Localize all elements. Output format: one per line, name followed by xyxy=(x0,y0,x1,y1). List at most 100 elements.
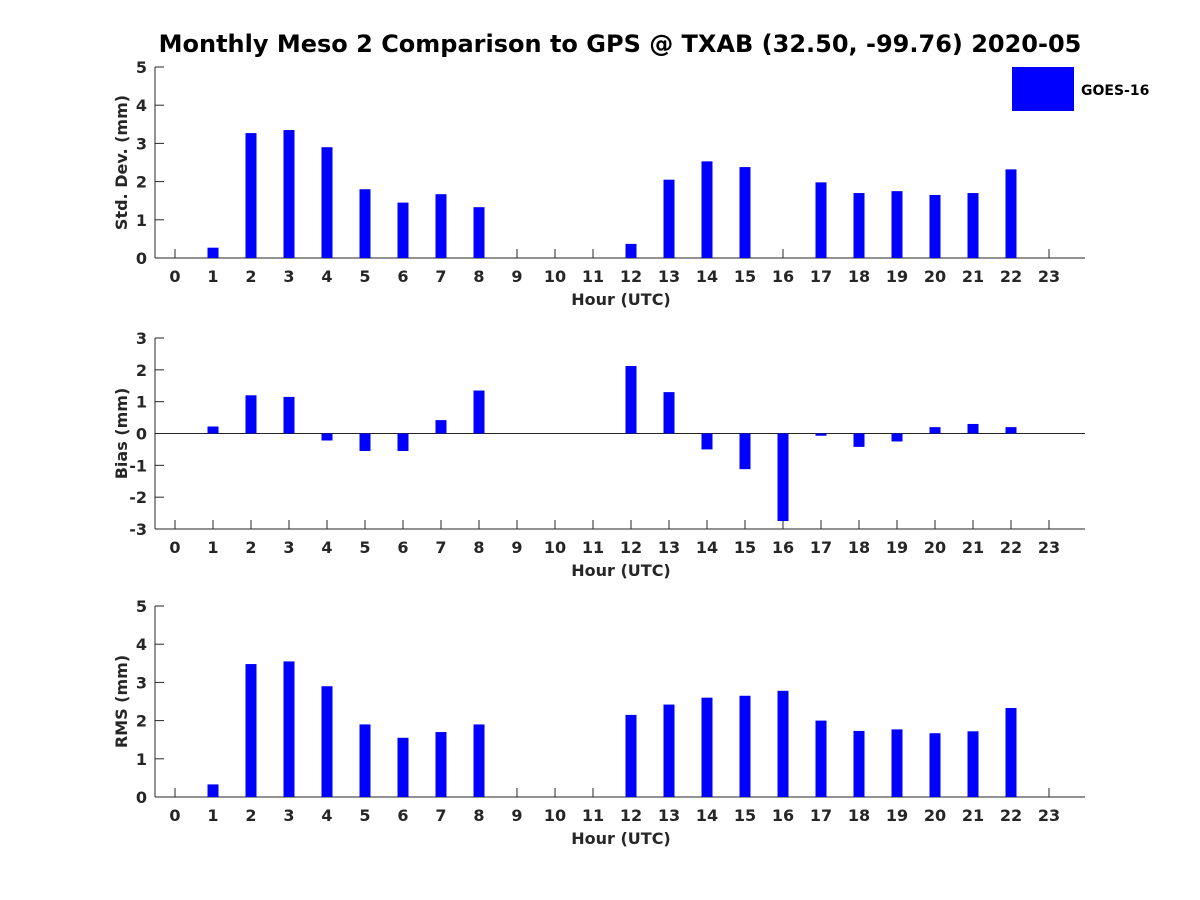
x-tick-label: 9 xyxy=(511,267,522,286)
bar-hour-3 xyxy=(283,396,295,434)
bar-hour-13 xyxy=(663,392,675,434)
bar-hour-19 xyxy=(891,191,903,258)
bar-hour-5 xyxy=(359,189,371,258)
bar-hour-16 xyxy=(777,433,789,522)
bar-hour-8 xyxy=(473,390,485,434)
bar-hour-21 xyxy=(967,193,979,258)
x-tick-label: 0 xyxy=(169,806,180,825)
y-tick-label: 0 xyxy=(136,249,147,268)
legend: GOES-16 xyxy=(1012,67,1149,111)
bar-hour-21 xyxy=(967,423,979,434)
x-axis-label: Hour (UTC) xyxy=(571,829,671,848)
bar-hour-15 xyxy=(739,167,751,258)
x-tick-label: 19 xyxy=(886,806,908,825)
x-tick-label: 16 xyxy=(772,267,794,286)
x-tick-label: 9 xyxy=(511,806,522,825)
x-tick-label: 22 xyxy=(1000,267,1022,286)
y-tick-label: 1 xyxy=(136,211,147,230)
x-tick-label: 23 xyxy=(1038,806,1060,825)
x-tick-label: 21 xyxy=(962,538,984,557)
y-tick-label: -1 xyxy=(129,456,147,475)
x-tick-label: 10 xyxy=(544,538,566,557)
x-tick-label: 18 xyxy=(848,267,870,286)
bar-hour-15 xyxy=(739,433,751,470)
x-tick-label: 13 xyxy=(658,806,680,825)
x-tick-label: 15 xyxy=(734,538,756,557)
bar-hour-5 xyxy=(359,433,371,452)
y-tick-label: 3 xyxy=(136,134,147,153)
bar-hour-2 xyxy=(245,395,257,434)
y-tick-label: 5 xyxy=(136,597,147,616)
bar-hour-17 xyxy=(815,433,827,436)
x-tick-label: 14 xyxy=(696,267,718,286)
bar-hour-2 xyxy=(245,133,257,258)
y-axis-label: RMS (mm) xyxy=(112,655,131,748)
bar-hour-12 xyxy=(625,366,637,434)
bar-hour-20 xyxy=(929,194,941,258)
bar-hour-22 xyxy=(1005,427,1017,434)
x-tick-label: 2 xyxy=(245,538,256,557)
bar-hour-8 xyxy=(473,207,485,258)
bar-hour-20 xyxy=(929,427,941,434)
y-tick-label: 3 xyxy=(136,329,147,348)
bar-hour-3 xyxy=(283,661,295,797)
bar-hour-12 xyxy=(625,243,637,258)
bar-hour-12 xyxy=(625,714,637,797)
bar-hour-21 xyxy=(967,731,979,797)
x-tick-label: 3 xyxy=(283,806,294,825)
bar-hour-16 xyxy=(777,690,789,797)
x-tick-label: 20 xyxy=(924,806,946,825)
x-tick-label: 6 xyxy=(397,806,408,825)
bar-hour-7 xyxy=(435,420,447,434)
bar-hour-6 xyxy=(397,202,409,258)
x-tick-label: 12 xyxy=(620,806,642,825)
y-tick-label: 4 xyxy=(136,635,147,654)
x-tick-label: 7 xyxy=(435,806,446,825)
bar-hour-1 xyxy=(207,784,219,797)
x-tick-label: 8 xyxy=(473,806,484,825)
x-tick-label: 23 xyxy=(1038,538,1060,557)
bar-hour-18 xyxy=(853,433,865,447)
x-tick-label: 6 xyxy=(397,267,408,286)
y-tick-label: -2 xyxy=(129,488,147,507)
bar-hour-22 xyxy=(1005,169,1017,258)
x-tick-label: 2 xyxy=(245,806,256,825)
x-tick-label: 15 xyxy=(734,267,756,286)
x-tick-label: 5 xyxy=(359,806,370,825)
x-axis-label: Hour (UTC) xyxy=(571,290,671,309)
y-tick-label: 0 xyxy=(136,425,147,444)
bar-hour-14 xyxy=(701,433,713,450)
bar-hour-3 xyxy=(283,130,295,258)
x-tick-label: 10 xyxy=(544,267,566,286)
x-tick-label: 20 xyxy=(924,538,946,557)
bar-hour-13 xyxy=(663,704,675,797)
bar-hour-20 xyxy=(929,733,941,797)
x-tick-label: 2 xyxy=(245,267,256,286)
x-tick-label: 3 xyxy=(283,538,294,557)
y-tick-label: 1 xyxy=(136,750,147,769)
y-tick-label: 3 xyxy=(136,673,147,692)
x-tick-label: 19 xyxy=(886,538,908,557)
bar-hour-18 xyxy=(853,730,865,797)
bar-hour-1 xyxy=(207,247,219,258)
x-tick-label: 17 xyxy=(810,267,832,286)
x-tick-label: 18 xyxy=(848,538,870,557)
x-tick-label: 19 xyxy=(886,267,908,286)
y-tick-label: 4 xyxy=(136,96,147,115)
bar-hour-6 xyxy=(397,433,409,452)
x-tick-label: 23 xyxy=(1038,267,1060,286)
x-tick-label: 8 xyxy=(473,538,484,557)
legend-swatch xyxy=(1012,67,1074,111)
x-tick-label: 4 xyxy=(321,538,332,557)
bar-hour-17 xyxy=(815,182,827,258)
x-tick-label: 21 xyxy=(962,806,984,825)
bar-hour-7 xyxy=(435,732,447,797)
x-tick-label: 3 xyxy=(283,267,294,286)
y-tick-label: 2 xyxy=(136,173,147,192)
bar-hour-6 xyxy=(397,737,409,797)
bar-hour-18 xyxy=(853,193,865,258)
x-tick-label: 5 xyxy=(359,538,370,557)
